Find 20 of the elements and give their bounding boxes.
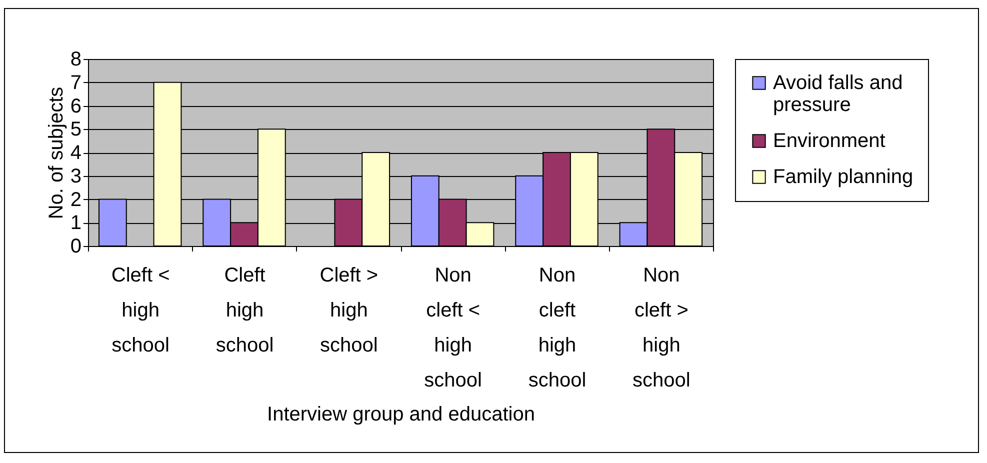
- legend-label: Environment: [773, 130, 886, 152]
- y-tick-label: 5: [70, 118, 82, 141]
- y-tick-label: 8: [70, 48, 82, 70]
- y-tick-label: 2: [70, 188, 82, 211]
- x-tick-label: Cleft < high school: [111, 264, 170, 356]
- legend-label: Family planning: [773, 166, 914, 188]
- y-axis-title: No. of subjects: [45, 86, 68, 220]
- y-tick-label: 3: [70, 165, 82, 188]
- legend-label: Avoid falls and pressure: [773, 72, 903, 116]
- x-tick-label: Cleft high school: [216, 264, 274, 356]
- y-tick-label: 4: [70, 142, 82, 164]
- x-axis-title: Interview group and education: [267, 404, 535, 426]
- x-tick-label: Non cleft < high school: [424, 264, 482, 392]
- y-tick-label: 1: [70, 212, 82, 234]
- y-tick-label: 7: [70, 72, 82, 94]
- x-tick-label: Non cleft high school: [528, 264, 586, 392]
- x-tick-label: Cleft > high school: [320, 264, 378, 356]
- y-tick-label: 0: [70, 236, 82, 258]
- y-tick-label: 6: [70, 95, 82, 118]
- x-tick-label: Non cleft > high school: [632, 264, 690, 392]
